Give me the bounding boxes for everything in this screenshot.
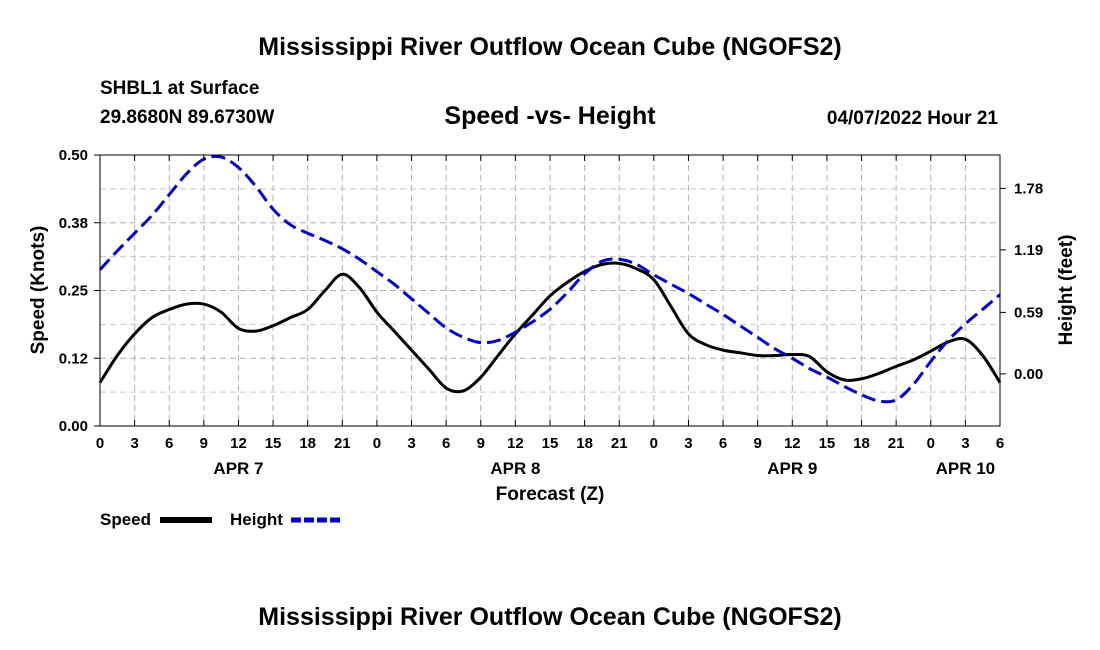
x-tick-label: 0 bbox=[927, 435, 935, 452]
x-tick-label: 6 bbox=[996, 435, 1004, 452]
y-left-tick-label: 0.12 bbox=[59, 350, 88, 367]
x-tick-label: 18 bbox=[576, 435, 593, 452]
date-label: APR 7 bbox=[213, 459, 263, 478]
x-tick-label: 3 bbox=[407, 435, 415, 452]
legend-speed-label: Speed bbox=[100, 510, 151, 529]
axes bbox=[94, 154, 1006, 427]
y-left-tick-label: 0.38 bbox=[59, 215, 88, 232]
x-tick-label: 6 bbox=[442, 435, 450, 452]
series-line-speed bbox=[98, 261, 1002, 394]
series-line-height bbox=[98, 154, 1001, 404]
y-left-tick-label: 0.25 bbox=[59, 283, 88, 300]
x-tick-label: 18 bbox=[299, 435, 316, 452]
series-layer bbox=[98, 154, 1002, 404]
x-tick-label: 9 bbox=[754, 435, 762, 452]
x-tick-label: 3 bbox=[130, 435, 138, 452]
date-label: APR 9 bbox=[767, 459, 817, 478]
x-tick-label: 15 bbox=[542, 435, 559, 452]
datetime-label: 04/07/2022 Hour 21 bbox=[827, 108, 999, 129]
station-label: SHBL1 at Surface bbox=[100, 78, 259, 99]
y-left-tick-label: 0.50 bbox=[59, 147, 88, 164]
y-right-tick-label: 1.78 bbox=[1014, 180, 1043, 197]
x-tick-label: 15 bbox=[265, 435, 282, 452]
legend-height-label: Height bbox=[230, 510, 283, 529]
x-tick-label: 9 bbox=[200, 435, 208, 452]
tick-labels: 0 3 6 9 12 15 18 21 0 3 6 9 12 15 18 21 0 3 6 9 12 15 18 21 0 3 6A… bbox=[59, 147, 1043, 478]
x-tick-label: 9 bbox=[477, 435, 485, 452]
x-tick-label: 3 bbox=[684, 435, 692, 452]
x-tick-label: 3 bbox=[961, 435, 969, 452]
y-axis-right-title: Height (feet) bbox=[1056, 235, 1077, 346]
chart-subtitle: Speed -vs- Height bbox=[444, 102, 656, 130]
x-axis-title: Forecast (Z) bbox=[496, 484, 605, 505]
x-tick-label: 15 bbox=[819, 435, 836, 452]
x-tick-label: 0 bbox=[373, 435, 381, 452]
x-tick-label: 21 bbox=[888, 435, 905, 452]
x-tick-label: 18 bbox=[853, 435, 870, 452]
date-label: APR 8 bbox=[490, 459, 540, 478]
footer-title: Mississippi River Outflow Ocean Cube (NG… bbox=[258, 603, 841, 631]
legend: Speed Height bbox=[100, 510, 343, 529]
y-right-tick-label: 1.19 bbox=[1014, 242, 1043, 259]
x-tick-label: 6 bbox=[165, 435, 173, 452]
x-tick-label: 21 bbox=[611, 435, 628, 452]
y-right-tick-label: 0.59 bbox=[1014, 304, 1043, 321]
date-label: APR 10 bbox=[936, 459, 996, 478]
x-tick-label: 21 bbox=[334, 435, 351, 452]
coordinates-label: 29.8680N 89.6730W bbox=[100, 107, 274, 128]
y-right-tick-label: 0.00 bbox=[1014, 366, 1043, 383]
x-tick-label: 12 bbox=[230, 435, 247, 452]
x-tick-label: 0 bbox=[96, 435, 104, 452]
main-title: Mississippi River Outflow Ocean Cube (NG… bbox=[258, 33, 841, 61]
x-tick-label: 12 bbox=[784, 435, 801, 452]
y-axis-left-title: Speed (Knots) bbox=[28, 226, 49, 355]
x-tick-label: 6 bbox=[719, 435, 727, 452]
x-tick-label: 12 bbox=[507, 435, 524, 452]
grid-lines bbox=[99, 154, 1001, 427]
x-tick-label: 0 bbox=[650, 435, 658, 452]
y-left-tick-label: 0.00 bbox=[59, 418, 88, 435]
